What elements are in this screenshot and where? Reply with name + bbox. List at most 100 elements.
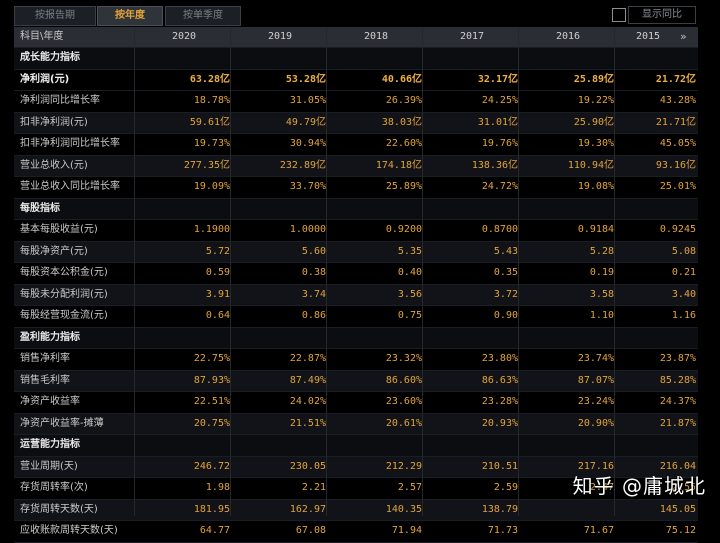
row-label: 净利润同比增长率 — [20, 95, 100, 106]
value-cell: 67.08 — [295, 525, 326, 536]
row-label: 扣非净利润同比增长率 — [20, 138, 120, 149]
table-row[interactable]: 应收账款周转天数(天) 64.77 67.08 71.94 71.73 71.67 75.1… — [14, 521, 698, 543]
table-row[interactable]: 营业总收入同比增长率 19.09% 33.70% 25.89% 24.72% 19.08%… — [14, 177, 698, 199]
row-label: 成长能力指标 — [20, 52, 80, 63]
table-row[interactable]: 营业总收入(元) 277.35亿 232.89亿 174.18亿 138.36亿 110.… — [14, 155, 698, 177]
value-cell: 64.77 — [199, 525, 230, 536]
row-label: 存货周转率(次) — [20, 482, 88, 493]
yoy-checkbox[interactable] — [612, 8, 626, 22]
table-body: 成长能力指标净利润(元) 63.28亿 53.28亿 40.66亿 32.17亿 25.8… — [14, 48, 698, 543]
table-row[interactable]: 存货周转率(次) 1.98 2.21 2.57 2.59 2.47 2.55 — [14, 478, 698, 500]
row-label: 净利润(元) — [20, 73, 70, 85]
value-cell: 210.51 — [481, 460, 518, 472]
value-cell: 45.05% — [659, 138, 696, 149]
value-cell: 25.89% — [385, 181, 422, 192]
value-cell: 0.9184 — [577, 224, 614, 235]
table-header-row: 科目\年度 2020 2019 2018 2017 2016 2015 » — [14, 27, 698, 48]
value-cell: 23.60% — [385, 396, 422, 407]
value-cell: 138.79 — [481, 503, 518, 515]
show-yoy-toggle[interactable]: 显示同比 — [628, 6, 696, 24]
value-cell: 0.75 — [397, 310, 422, 321]
section-row[interactable]: 盈利能力指标 — [14, 327, 698, 349]
value-cell: 1.0000 — [289, 224, 326, 235]
table-row[interactable]: 营业周期(天) 246.72 230.05 212.29 210.51 217.16 216… — [14, 456, 698, 478]
value-cell: 232.89亿 — [279, 159, 326, 171]
table-row[interactable]: 基本每股收益(元) 1.1900 1.0000 0.9200 0.8700 0.9184 0… — [14, 220, 698, 242]
table-row[interactable]: 存货周转天数(天) 181.95 162.97 140.35 138.79 145.05 — [14, 499, 698, 521]
row-label: 每股净资产(元) — [20, 245, 88, 257]
table-row[interactable]: 每股资本公积金(元) 0.59 0.38 0.40 0.35 0.19 0.21 — [14, 263, 698, 285]
value-cell: 40.66亿 — [381, 73, 422, 85]
value-cell: 22.75% — [193, 353, 230, 364]
section-row[interactable]: 每股指标 — [14, 198, 698, 220]
value-cell: 23.24% — [577, 396, 614, 407]
table-row[interactable]: 净利润(元) 63.28亿 53.28亿 40.66亿 32.17亿 25.89亿 21.7… — [14, 70, 698, 91]
value-cell: 93.16亿 — [655, 159, 696, 171]
value-cell: 0.21 — [671, 267, 696, 278]
year-header-2020[interactable]: 2020 — [171, 31, 197, 42]
year-header-2018[interactable]: 2018 — [363, 31, 389, 42]
double-chevron-right-icon[interactable]: » — [680, 30, 687, 43]
value-cell: 23.74% — [577, 353, 614, 364]
header-label: 科目\年度 — [20, 31, 64, 42]
value-cell: 5.43 — [493, 245, 518, 257]
column-divider — [134, 27, 135, 516]
value-cell: 21.72亿 — [655, 73, 696, 85]
column-divider — [230, 27, 231, 516]
year-header-2019[interactable]: 2019 — [267, 31, 293, 42]
value-cell: 2.21 — [301, 482, 326, 493]
value-cell: 0.8700 — [481, 224, 518, 235]
table-row[interactable]: 每股净资产(元) 5.72 5.60 5.35 5.43 5.28 5.08 — [14, 241, 698, 263]
row-label: 扣非净利润(元) — [20, 116, 88, 128]
value-cell: 21.71亿 — [655, 116, 696, 128]
table-row[interactable]: 净资产收益率-摊薄 20.75% 21.51% 20.61% 20.93% 20.90% 2… — [14, 413, 698, 435]
table-row[interactable]: 扣非净利润同比增长率 19.73% 30.94% 22.60% 19.76% 19.30%… — [14, 134, 698, 156]
value-cell: 3.91 — [205, 288, 230, 300]
table-row[interactable]: 净资产收益率 22.51% 24.02% 23.60% 23.28% 23.24% 24.3… — [14, 392, 698, 414]
financial-indicators-window: 按报告期 按年度 按单季度 显示同比 科目\年度 2020 2019 2018 … — [14, 6, 716, 543]
table-row[interactable]: 销售净利率 22.75% 22.87% 23.32% 23.80% 23.74% 23.87… — [14, 349, 698, 371]
value-cell: 1.16 — [671, 310, 696, 321]
value-cell: 38.03亿 — [381, 116, 422, 128]
value-cell: 0.38 — [301, 267, 326, 278]
tab-by-year[interactable]: 按年度 — [97, 6, 163, 26]
table-row[interactable]: 每股经营现金流(元) 0.64 0.86 0.75 0.90 1.10 1.16 — [14, 306, 698, 328]
value-cell: 5.08 — [671, 245, 696, 257]
column-divider — [518, 27, 519, 516]
value-cell: 181.95 — [193, 503, 230, 515]
value-cell: 212.29 — [385, 460, 422, 472]
value-cell: 21.51% — [289, 417, 326, 429]
value-cell: 277.35亿 — [183, 159, 230, 171]
row-label: 基本每股收益(元) — [20, 224, 98, 235]
section-row[interactable]: 成长能力指标 — [14, 48, 698, 70]
section-row[interactable]: 运营能力指标 — [14, 435, 698, 457]
view-tabs-bar: 按报告期 按年度 按单季度 显示同比 — [14, 6, 716, 26]
tab-by-quarter[interactable]: 按单季度 — [165, 6, 241, 26]
value-cell: 86.60% — [385, 374, 422, 386]
value-cell: 2.55 — [671, 482, 696, 493]
row-label: 每股指标 — [20, 202, 60, 214]
value-cell: 0.64 — [205, 310, 230, 321]
table-row[interactable]: 销售毛利率 87.93% 87.49% 86.60% 86.63% 87.07% 85.28… — [14, 370, 698, 392]
value-cell: 21.87% — [659, 417, 696, 429]
value-cell: 20.90% — [577, 417, 614, 429]
row-label: 营业总收入同比增长率 — [20, 181, 120, 192]
table-row[interactable]: 净利润同比增长率 18.78% 31.05% 26.39% 24.25% 19.22% 43… — [14, 91, 698, 113]
value-cell: 0.9245 — [659, 224, 696, 235]
value-cell: 5.72 — [205, 245, 230, 257]
value-cell: 3.74 — [301, 288, 326, 300]
value-cell: 24.72% — [481, 181, 518, 192]
year-header-2017[interactable]: 2017 — [459, 31, 485, 42]
year-header-2016[interactable]: 2016 — [555, 31, 581, 42]
value-cell — [522, 500, 614, 520]
value-cell: 0.40 — [397, 267, 422, 278]
value-cell: 217.16 — [577, 460, 614, 472]
value-cell: 216.04 — [659, 460, 696, 472]
tab-by-report-period[interactable]: 按报告期 — [14, 6, 96, 26]
table-row[interactable]: 扣非净利润(元) 59.61亿 49.79亿 38.03亿 31.01亿 25.90亿 21… — [14, 112, 698, 134]
value-cell: 22.51% — [193, 396, 230, 407]
column-divider — [614, 27, 615, 516]
year-header-2015[interactable]: 2015 — [635, 31, 661, 42]
value-cell: 49.79亿 — [285, 116, 326, 128]
table-row[interactable]: 每股未分配利润(元) 3.91 3.74 3.56 3.72 3.58 3.40 — [14, 284, 698, 306]
